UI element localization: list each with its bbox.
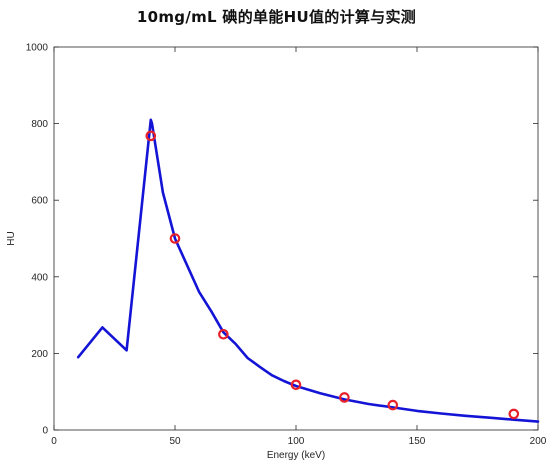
x-tick-label: 150 <box>409 436 426 447</box>
measured-point <box>145 130 157 142</box>
x-tick-label: 0 <box>51 436 57 447</box>
calculated-curve <box>76 118 540 423</box>
chart-title: 10mg/mL 碘的单能HU值的计算与实测 <box>136 8 417 26</box>
y-tick-label: 0 <box>42 426 48 437</box>
x-tick-label: 200 <box>530 436 547 447</box>
measured-point <box>387 399 399 411</box>
y-tick-label: 1000 <box>26 43 49 54</box>
y-tick-label: 200 <box>31 349 48 360</box>
x-tick-label: 50 <box>169 436 181 447</box>
axis-labels: Energy (keV) HU <box>6 231 325 461</box>
y-axis-label: HU <box>6 231 17 245</box>
measured-point <box>218 328 229 340</box>
measured-point <box>508 408 520 420</box>
axes: 0 50 100 150 200 0 200 400 600 800 1000 <box>26 43 547 448</box>
plot-area <box>76 118 540 423</box>
x-axis-label: Energy (keV) <box>267 450 325 461</box>
measured-point <box>169 233 181 244</box>
measured-point <box>339 392 350 403</box>
axes-frame <box>53 46 539 431</box>
y-tick-label: 400 <box>31 272 48 283</box>
y-tick-label: 600 <box>31 196 48 207</box>
x-tick-label: 100 <box>288 436 305 447</box>
y-tick-label: 800 <box>31 119 48 130</box>
measured-point <box>290 379 302 391</box>
